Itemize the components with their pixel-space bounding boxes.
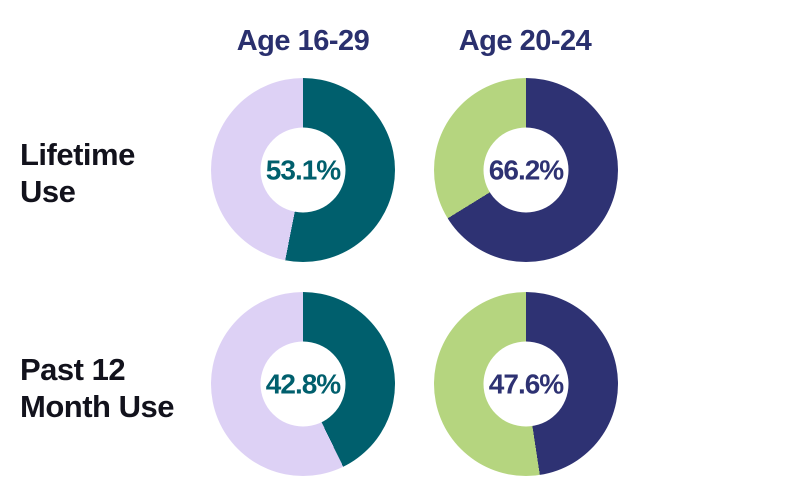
donut-hole: 53.1% [260, 127, 346, 213]
column-header-age-20-24: Age 20-24 [458, 25, 592, 57]
row-label-past-12-month-use: Past 12 Month Use [20, 352, 174, 424]
donut-chart-past-12-month-age-16-29: 42.8% [211, 292, 395, 476]
donut-value-label: 42.8% [265, 368, 341, 399]
donut-hole: 47.6% [483, 341, 569, 427]
donut-value-label: 66.2% [488, 154, 564, 185]
column-header-age-16-29: Age 16-29 [236, 25, 370, 57]
donut-chart-past-12-month-age-20-24: 47.6% [434, 292, 618, 476]
donut-hole: 66.2% [483, 127, 569, 213]
donut-hole: 42.8% [260, 341, 346, 427]
donut-chart-lifetime-age-16-29: 53.1% [211, 78, 395, 262]
donut-value-label: 53.1% [265, 154, 341, 185]
row-label-lifetime-use: Lifetime Use [20, 137, 135, 209]
donut-value-label: 47.6% [488, 368, 564, 399]
donut-chart-lifetime-age-20-24: 66.2% [434, 78, 618, 262]
